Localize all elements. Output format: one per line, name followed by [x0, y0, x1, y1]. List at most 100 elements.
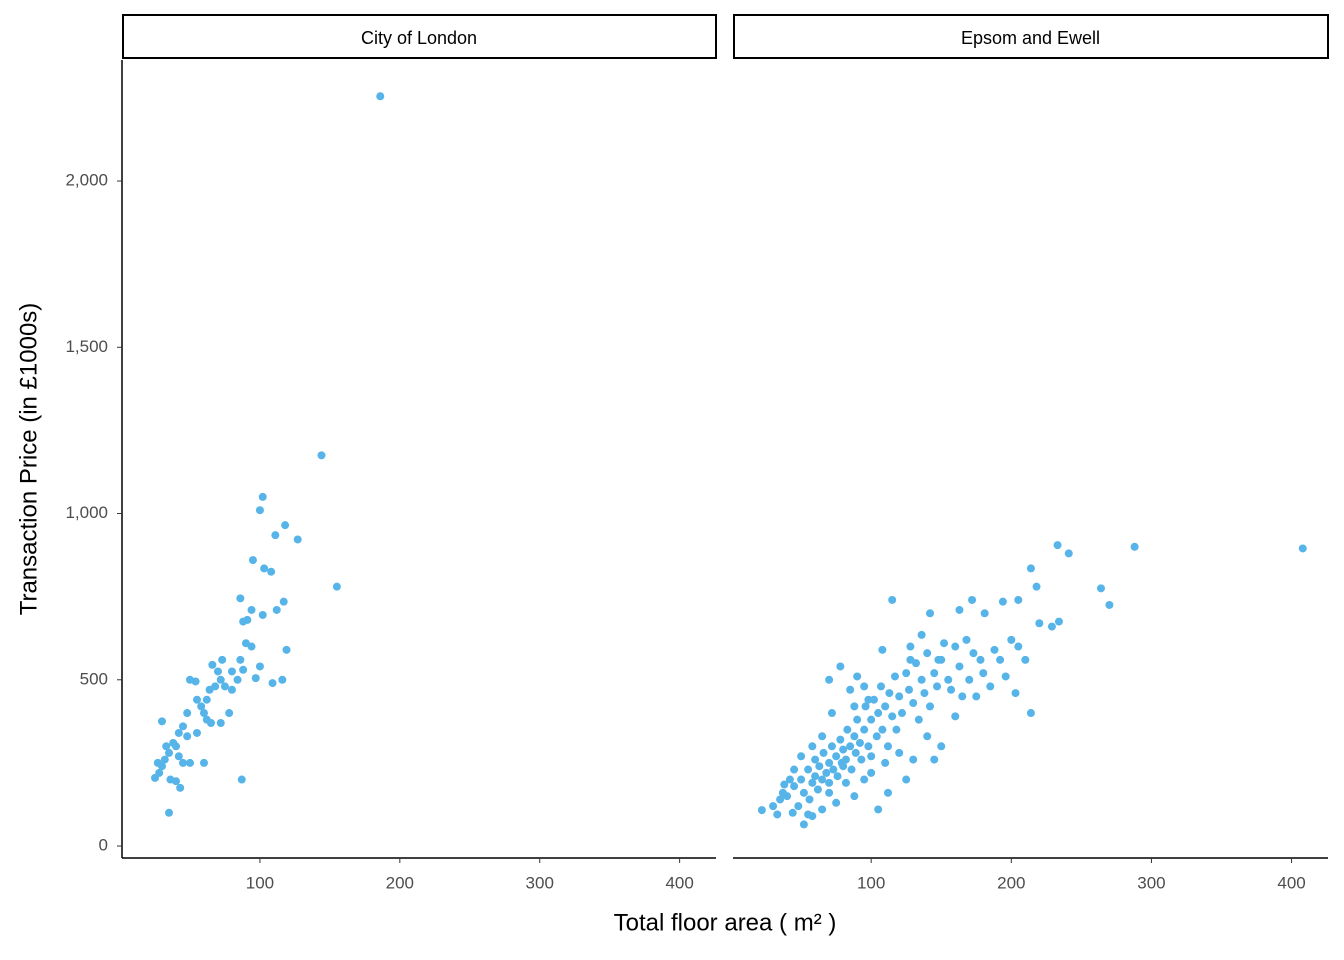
point	[282, 645, 291, 654]
point	[818, 775, 827, 784]
point	[815, 762, 824, 771]
y-tick-label: 2,000	[65, 171, 108, 190]
x-tick-label: 200	[997, 873, 1025, 892]
point	[780, 780, 789, 789]
point	[895, 692, 904, 701]
point	[757, 806, 766, 815]
point	[804, 810, 813, 819]
point	[260, 564, 269, 573]
point	[996, 655, 1005, 664]
point	[199, 758, 208, 767]
point	[832, 798, 841, 807]
point	[972, 692, 981, 701]
point	[1001, 672, 1010, 681]
point	[218, 655, 227, 664]
point	[832, 752, 841, 761]
point	[843, 725, 852, 734]
point	[825, 778, 834, 787]
point	[1047, 622, 1056, 631]
point	[813, 785, 822, 794]
point	[841, 778, 850, 787]
point	[850, 792, 859, 801]
point	[199, 709, 208, 718]
x-tick-label: 200	[386, 873, 414, 892]
point	[909, 699, 918, 708]
point	[909, 755, 918, 764]
point	[1105, 600, 1114, 609]
point	[773, 810, 782, 819]
point	[255, 506, 264, 515]
point	[864, 695, 873, 704]
point	[176, 783, 185, 792]
point	[776, 795, 785, 804]
point	[227, 667, 236, 676]
y-tick-label: 1,000	[65, 503, 108, 522]
point	[799, 820, 808, 829]
point	[206, 719, 215, 728]
point	[797, 752, 806, 761]
point	[998, 597, 1007, 606]
point	[237, 775, 246, 784]
point	[955, 662, 964, 671]
point	[790, 765, 799, 774]
point	[192, 695, 201, 704]
y-tick-label: 500	[80, 669, 108, 688]
point	[785, 775, 794, 784]
point	[281, 521, 290, 530]
point	[165, 808, 174, 817]
point	[850, 732, 859, 741]
point	[968, 595, 977, 604]
point	[799, 788, 808, 797]
point	[969, 649, 978, 658]
point	[271, 531, 280, 540]
point	[905, 685, 914, 694]
point	[208, 660, 217, 669]
point	[944, 675, 953, 684]
point	[825, 675, 834, 684]
point	[239, 617, 248, 626]
point	[236, 594, 245, 603]
point	[860, 682, 869, 691]
point	[293, 535, 302, 544]
point	[225, 709, 234, 718]
point	[1026, 564, 1035, 573]
point	[267, 567, 276, 576]
point	[248, 556, 257, 565]
point	[794, 802, 803, 811]
point	[811, 772, 820, 781]
point	[1011, 689, 1020, 698]
point	[857, 755, 866, 764]
point	[255, 662, 264, 671]
point	[917, 675, 926, 684]
point	[883, 742, 892, 751]
point	[178, 722, 187, 731]
point	[923, 732, 932, 741]
point	[216, 675, 225, 684]
point	[926, 702, 935, 711]
point	[279, 597, 288, 606]
point	[804, 765, 813, 774]
point	[811, 755, 820, 764]
point	[855, 738, 864, 747]
point	[951, 712, 960, 721]
point	[769, 802, 778, 811]
point	[980, 609, 989, 618]
point	[790, 782, 799, 791]
point	[1035, 619, 1044, 628]
x-tick-label: 400	[665, 873, 693, 892]
point	[836, 662, 845, 671]
point	[783, 792, 792, 801]
point	[251, 674, 260, 683]
point	[827, 742, 836, 751]
facet-label: Epsom and Ewell	[961, 28, 1100, 48]
point	[805, 795, 814, 804]
point	[1032, 582, 1041, 591]
point	[867, 752, 876, 761]
x-axis-label: Total floor area ( m² )	[614, 909, 837, 936]
point	[1054, 617, 1063, 626]
point	[860, 725, 869, 734]
point	[183, 709, 192, 718]
point	[153, 758, 162, 767]
facet-strip	[122, 14, 717, 59]
point	[930, 755, 939, 764]
